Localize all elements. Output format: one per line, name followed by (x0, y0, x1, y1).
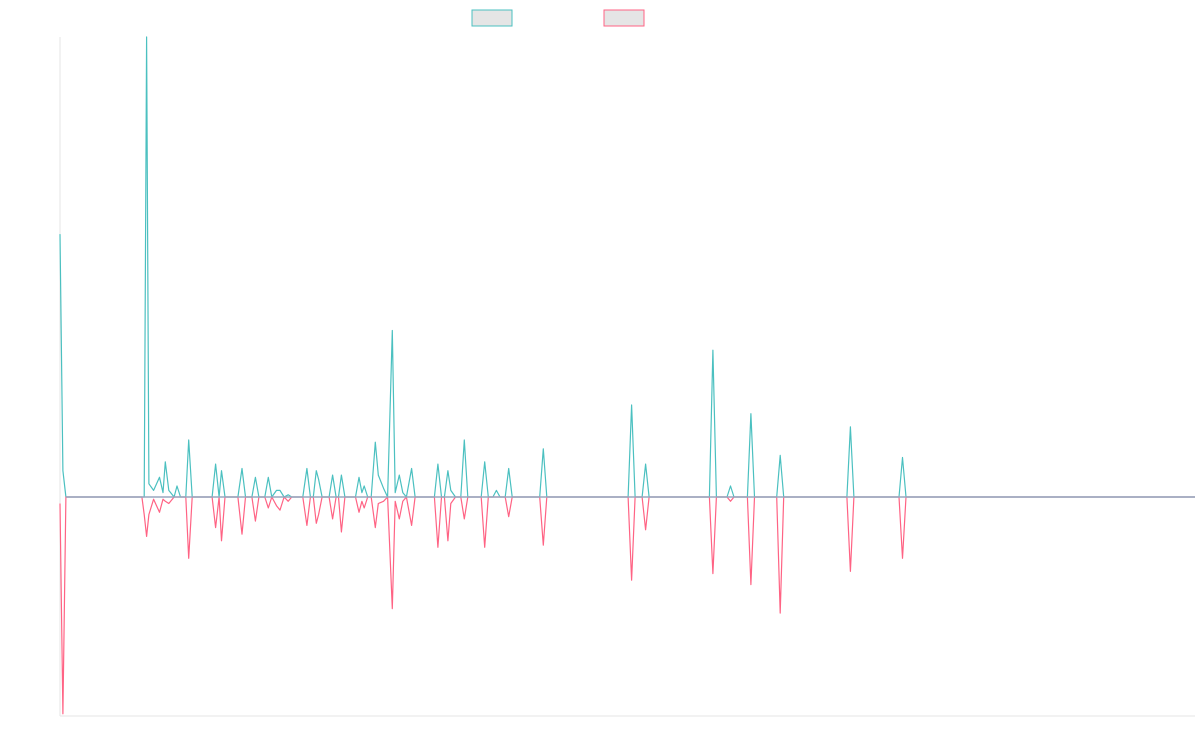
legend-swatch (471, 9, 513, 27)
legend-swatch (603, 9, 645, 27)
legend-item[interactable] (603, 9, 645, 27)
legend-item[interactable] (471, 9, 513, 27)
series-line-1 (59, 36, 1195, 498)
axes (59, 37, 1195, 717)
series-line-2 (59, 496, 1195, 715)
legend (471, 9, 645, 27)
series-layer (59, 36, 1195, 715)
